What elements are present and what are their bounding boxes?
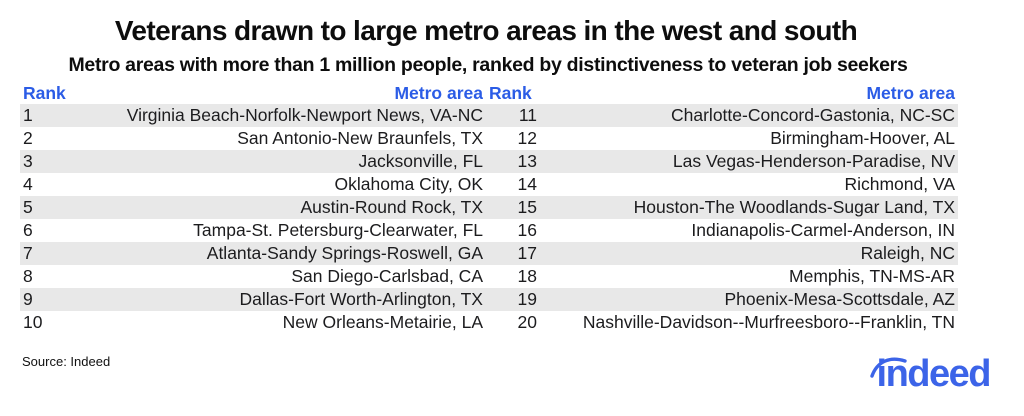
indeed-logo-arc-icon [869, 357, 907, 378]
rank-cell-right: 13 [517, 151, 537, 171]
metro-cell-right: Phoenix-Mesa-Scottsdale, AZ [724, 289, 955, 309]
rank-cell-left: 8 [23, 266, 33, 286]
metro-cell-right: Charlotte-Concord-Gastonia, NC-SC [671, 105, 955, 125]
indeed-logo: indeed [869, 352, 992, 400]
rank-cell-right: 18 [517, 266, 537, 286]
column-header-metro-left: Metro area [394, 83, 483, 103]
metro-cell-right: Indianapolis-Carmel-Anderson, IN [691, 220, 955, 240]
metro-cell-left: San Diego-Carlsbad, CA [291, 266, 483, 286]
metro-cell-right: Birmingham-Hoover, AL [770, 128, 955, 148]
table-row: 8 San Diego-Carlsbad, CA 18 Memphis, TN-MS-… [20, 265, 958, 288]
metro-cell-right: Raleigh, NC [860, 243, 955, 263]
rank-cell-left: 5 [23, 197, 33, 217]
metro-cell-left: Virginia Beach-Norfolk-Newport News, VA-… [126, 105, 483, 125]
metro-cell-left: Oklahoma City, OK [334, 174, 483, 194]
metro-cell-right: Las Vegas-Henderson-Paradise, NV [672, 151, 955, 171]
table-header-row: Rank Metro area Rank Metro area [20, 82, 958, 104]
ranking-table: Rank Metro area Rank Metro area 1 Virgini… [20, 82, 958, 334]
rank-cell-left: 1 [23, 105, 33, 125]
rank-cell-right: 16 [517, 220, 537, 240]
metro-cell-left: Atlanta-Sandy Springs-Roswell, GA [206, 243, 483, 263]
metro-cell-left: New Orleans-Metairie, LA [282, 312, 483, 332]
column-header-rank-right: Rank [489, 83, 532, 103]
rank-cell-right: 14 [517, 174, 537, 194]
table-row: 2 San Antonio-New Braunfels, TX 12 Birmingh… [20, 127, 958, 150]
rank-cell-left: 3 [23, 151, 33, 171]
column-header-metro-right: Metro area [866, 83, 955, 103]
table-row: 7 Atlanta-Sandy Springs-Roswell, GA 17 Rale… [20, 242, 958, 265]
chart-subtitle: Metro areas with more than 1 million peo… [68, 54, 908, 76]
metro-cell-left: Dallas-Fort Worth-Arlington, TX [239, 289, 483, 309]
table-row: 1 Virginia Beach-Norfolk-Newport News, VA… [20, 104, 958, 127]
rank-cell-right: 15 [517, 197, 537, 217]
rank-cell-left: 7 [23, 243, 33, 263]
source-note: Source: Indeed [22, 354, 111, 369]
chart-title: Veterans drawn to large metro areas in t… [114, 15, 858, 46]
ranking-table-body: 1 Virginia Beach-Norfolk-Newport News, VA… [20, 104, 958, 334]
rank-cell-right: 12 [517, 128, 537, 148]
table-row: 4 Oklahoma City, OK 14 Richmond, VA [20, 173, 958, 196]
rank-cell-right: 17 [517, 243, 537, 263]
metro-cell-left: Tampa-St. Petersburg-Clearwater, FL [193, 220, 483, 240]
metro-cell-right: Nashville-Davidson--Murfreesboro--Frankl… [582, 312, 955, 332]
rank-cell-left: 9 [23, 289, 33, 309]
table-row: 10 New Orleans-Metairie, LA 20 Nashville-Da… [20, 311, 958, 334]
table-row: 3 Jacksonville, FL 13 Las Vegas-Henderson-P… [20, 150, 958, 173]
column-header-rank-left: Rank [23, 83, 66, 103]
metro-cell-left: Austin-Round Rock, TX [300, 197, 483, 217]
metro-cell-left: San Antonio-New Braunfels, TX [237, 128, 483, 148]
metro-cell-right: Houston-The Woodlands-Sugar Land, TX [633, 197, 955, 217]
metro-cell-right: Richmond, VA [844, 174, 955, 194]
table-row: 9 Dallas-Fort Worth-Arlington, TX 19 Phoeni… [20, 288, 958, 311]
rank-cell-left: 10 [23, 312, 43, 332]
rank-cell-right: 20 [517, 312, 537, 332]
metro-cell-left: Jacksonville, FL [358, 151, 484, 171]
rank-cell-right: 11 [518, 105, 537, 125]
metro-cell-right: Memphis, TN-MS-AR [789, 266, 955, 286]
rank-cell-left: 2 [23, 128, 33, 148]
table-row: 5 Austin-Round Rock, TX 15 Houston-The Wood… [20, 196, 958, 219]
rank-cell-left: 4 [23, 174, 33, 194]
rank-cell-right: 19 [517, 289, 537, 309]
rank-cell-left: 6 [23, 220, 33, 240]
table-row: 6 Tampa-St. Petersburg-Clearwater, FL 16 In… [20, 219, 958, 242]
